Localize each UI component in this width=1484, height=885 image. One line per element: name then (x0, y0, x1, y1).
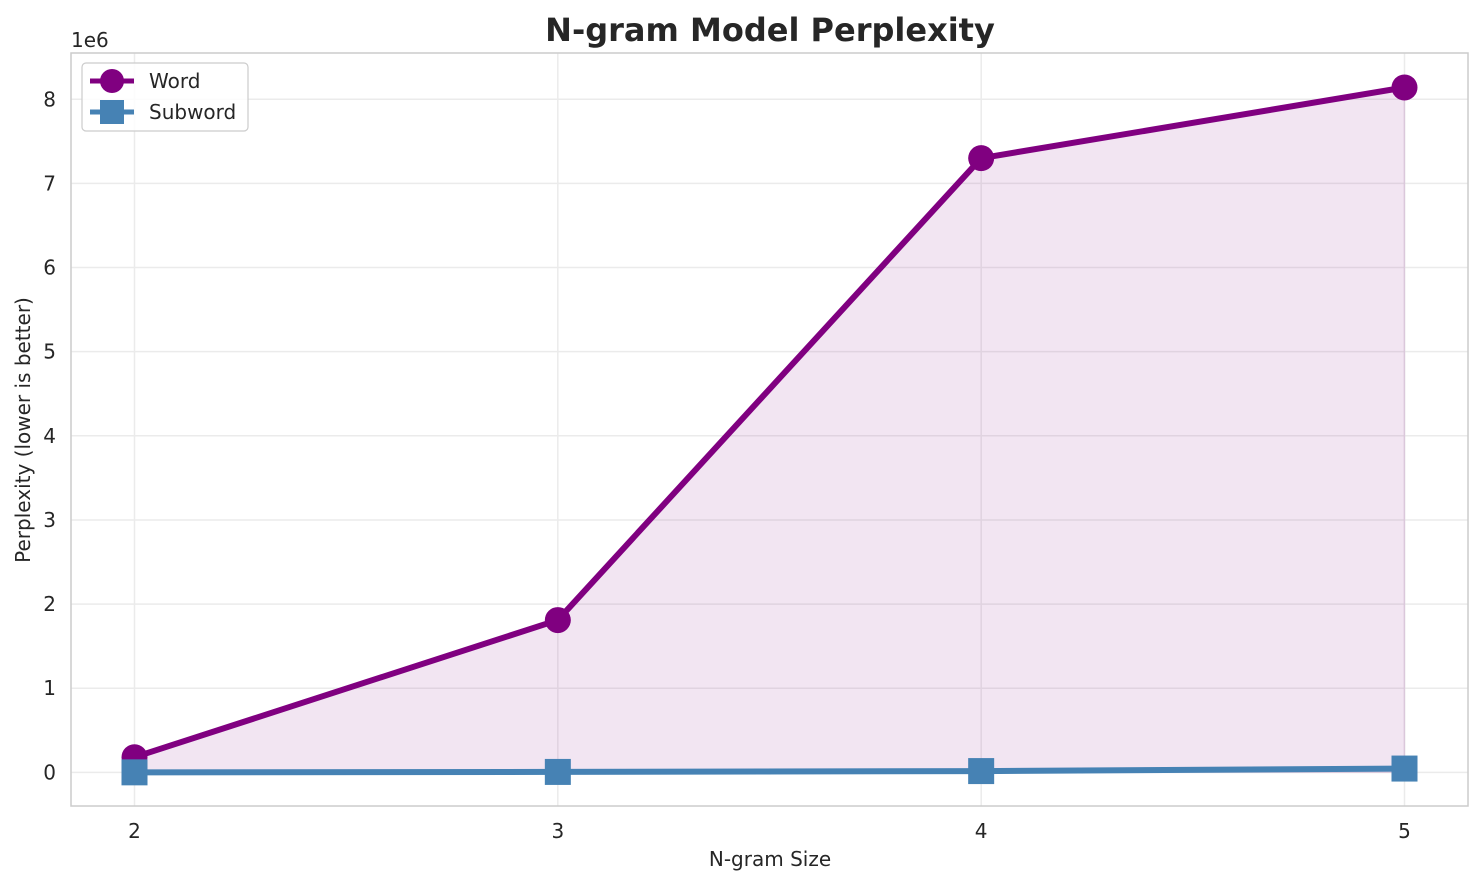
chart-title: N-gram Model Perplexity (545, 11, 995, 49)
tick-labels: 2 3 4 5 0 1 2 3 4 5 6 7 8 (43, 87, 1411, 843)
grid-lines (71, 53, 1468, 806)
series-line-subword (131, 765, 1408, 776)
series-layer (121, 74, 1418, 786)
x-tick-label: 5 (1398, 819, 1411, 843)
data-point-subword (121, 759, 148, 786)
y-tick-label: 5 (43, 340, 56, 364)
y-tick-label: 3 (43, 508, 56, 532)
y-tick-label: 4 (43, 424, 56, 448)
data-point-word (968, 145, 995, 172)
y-axis-label: Perplexity (lower is better) (11, 297, 35, 563)
x-tick-label: 4 (975, 819, 988, 843)
y-tick-label: 6 (43, 256, 56, 280)
x-axis-label: N-gram Size (709, 847, 831, 871)
legend-label-word: Word (149, 69, 200, 93)
y-tick-label: 7 (43, 171, 56, 195)
y-tick-label: 0 (43, 760, 56, 784)
y-tick-label: 8 (43, 87, 56, 111)
x-tick-label: 2 (128, 819, 141, 843)
data-point-subword (544, 758, 571, 785)
series-line-word (131, 84, 1408, 761)
data-point-word (1391, 74, 1418, 101)
axes-frame (70, 52, 1469, 807)
x-tick-label: 3 (551, 819, 564, 843)
data-point-subword (1391, 755, 1418, 782)
y-offset-label: 1e6 (71, 28, 109, 52)
y-tick-label: 2 (43, 592, 56, 616)
legend-marker-subword (100, 100, 124, 124)
data-point-word (544, 607, 571, 634)
legend-label-subword: Subword (149, 100, 236, 124)
legend-marker-word (100, 69, 124, 93)
legend: Word Subword (81, 62, 249, 132)
data-point-subword (968, 758, 995, 785)
y-tick-label: 1 (43, 676, 56, 700)
